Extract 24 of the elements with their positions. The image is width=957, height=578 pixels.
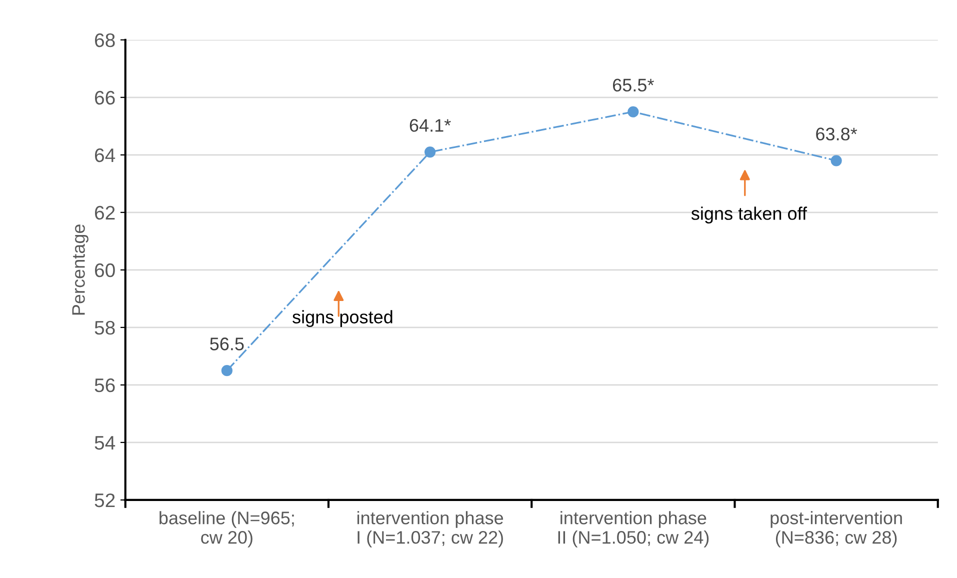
x-tick-label: intervention phase II (N=1.050; cw 24) <box>558 511 709 548</box>
y-tick-label: 64 <box>95 148 116 162</box>
y-tick-label: 60 <box>95 263 115 278</box>
annotation: signs posted <box>292 310 392 328</box>
data-label: 56.5 <box>210 338 244 350</box>
y-tick-label: 68 <box>95 33 115 48</box>
data-label: 65.5* <box>613 78 654 92</box>
point <box>221 365 232 376</box>
point <box>628 106 639 118</box>
point <box>424 146 436 158</box>
x-tick-label: post-intervention (N=836; cw 28) <box>770 511 902 548</box>
data-label: 64.1* <box>410 119 451 132</box>
y-tick-label: 54 <box>94 436 116 450</box>
y-tick-label: 58 <box>94 320 115 335</box>
y-axis-title: Percentage <box>72 224 88 315</box>
data-label: 63.8* <box>816 128 858 140</box>
y-tick-label: 62 <box>95 206 115 220</box>
point <box>830 155 842 166</box>
annotation: signs taken off <box>691 206 808 224</box>
y-tick-label: 66 <box>95 90 115 105</box>
y-tick-label: 56 <box>94 378 115 392</box>
x-tick-label: intervention phase I (N=1.037; cw 22) <box>357 511 504 548</box>
y-tick-label: 52 <box>94 493 115 508</box>
x-tick-label: baseline (N=965; cw 20) <box>160 511 294 548</box>
